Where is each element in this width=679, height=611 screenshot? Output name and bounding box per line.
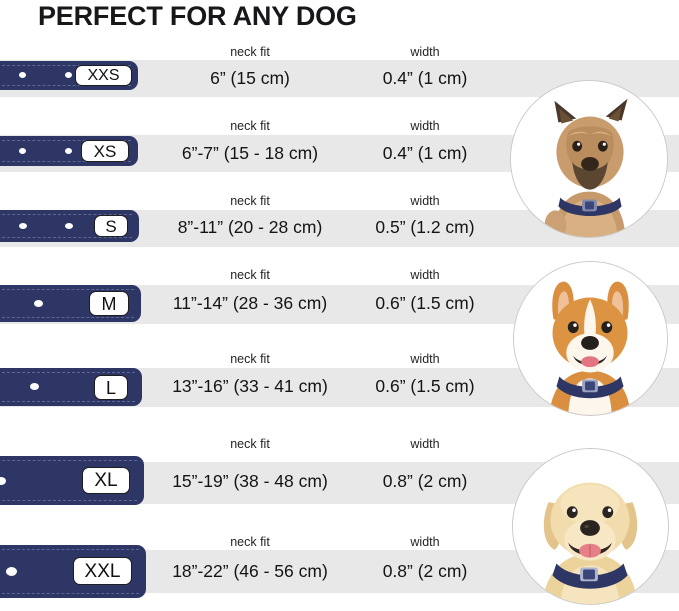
width-value: 0.6” (1.5 cm) [375,293,475,313]
collar-hole [0,477,6,485]
collar-stitch-bottom [0,317,134,318]
collar-hole [34,300,43,307]
width-header: width [410,437,440,451]
neck-fit-header: neck fit [230,45,270,59]
collar-stitch-top [0,460,137,461]
collar-stitch-bottom [0,500,137,501]
neck-fit-header: neck fit [230,268,270,282]
collar-stitch-bottom [0,401,135,402]
collar-stitch-top [0,140,131,141]
collar-hole [65,223,73,229]
width-header: width [410,45,440,59]
width-value: 0.4” (1 cm) [382,68,468,88]
collar-stitch-bottom [0,161,131,162]
collar-stitch-bottom [0,593,139,594]
size-badge-xl: XL [82,467,130,494]
width-value: 0.6” (1.5 cm) [375,376,475,396]
collar-stitch-bottom [0,237,132,238]
labrador-illustration [513,449,668,604]
labrador-photo [512,448,669,605]
neck-fit-value: 6” (15 cm) [210,68,290,88]
width-header: width [410,535,440,549]
collar-stitch-top [0,214,132,215]
size-badge-xs: XS [81,140,129,162]
size-badge-l: L [94,375,128,400]
neck-fit-header: neck fit [230,352,270,366]
collar-graphic-l: L [0,368,142,406]
neck-fit-header: neck fit [230,437,270,451]
collar-graphic-m: M [0,285,141,322]
terrier-photo [510,80,668,238]
width-value: 0.4” (1 cm) [382,143,468,163]
page-title: PERFECT FOR ANY DOG [38,1,357,31]
width-header: width [410,268,440,282]
width-header: width [410,119,440,133]
neck-fit-value: 11”-14” (28 - 36 cm) [172,293,328,313]
collar-graphic-s: S [0,210,139,242]
neck-fit-value: 18”-22” (46 - 56 cm) [172,561,328,581]
width-header: width [410,352,440,366]
collar-hole [19,72,26,78]
collar-stitch-top [0,372,135,373]
neck-fit-header: neck fit [230,119,270,133]
size-badge-xxl: XXL [73,557,132,585]
collar-hole [19,148,26,154]
collar-stitch-top [0,65,131,66]
size-badge-s: S [94,215,128,237]
width-value: 0.5” (1.2 cm) [375,217,475,237]
collar-hole [19,223,27,229]
collar-stitch-top [0,289,134,290]
neck-fit-value: 6”-7” (15 - 18 cm) [181,143,319,163]
collar-hole [65,148,72,154]
size-badge-m: M [89,291,129,316]
collar-hole [30,383,39,390]
width-value: 0.8” (2 cm) [382,561,468,581]
collar-graphic-xs: XS [0,136,138,166]
neck-fit-value: 13”-16” (33 - 41 cm) [172,376,328,396]
neck-fit-header: neck fit [230,194,270,208]
neck-fit-header: neck fit [230,535,270,549]
width-header: width [410,194,440,208]
corgi-illustration [514,262,667,415]
width-value: 0.8” (2 cm) [382,471,468,491]
terrier-illustration [511,81,667,237]
collar-stitch-bottom [0,85,131,86]
collar-stitch-top [0,549,139,550]
collar-graphic-xxl: XXL [0,545,146,598]
collar-hole [6,567,17,576]
neck-fit-value: 8”-11” (20 - 28 cm) [177,217,323,237]
collar-hole [65,72,72,78]
size-badge-xxs: XXS [75,65,132,86]
neck-fit-value: 15”-19” (38 - 48 cm) [172,471,328,491]
collar-graphic-xl: XL [0,456,144,505]
corgi-photo [513,261,668,416]
collar-graphic-xxs: XXS [0,61,138,90]
